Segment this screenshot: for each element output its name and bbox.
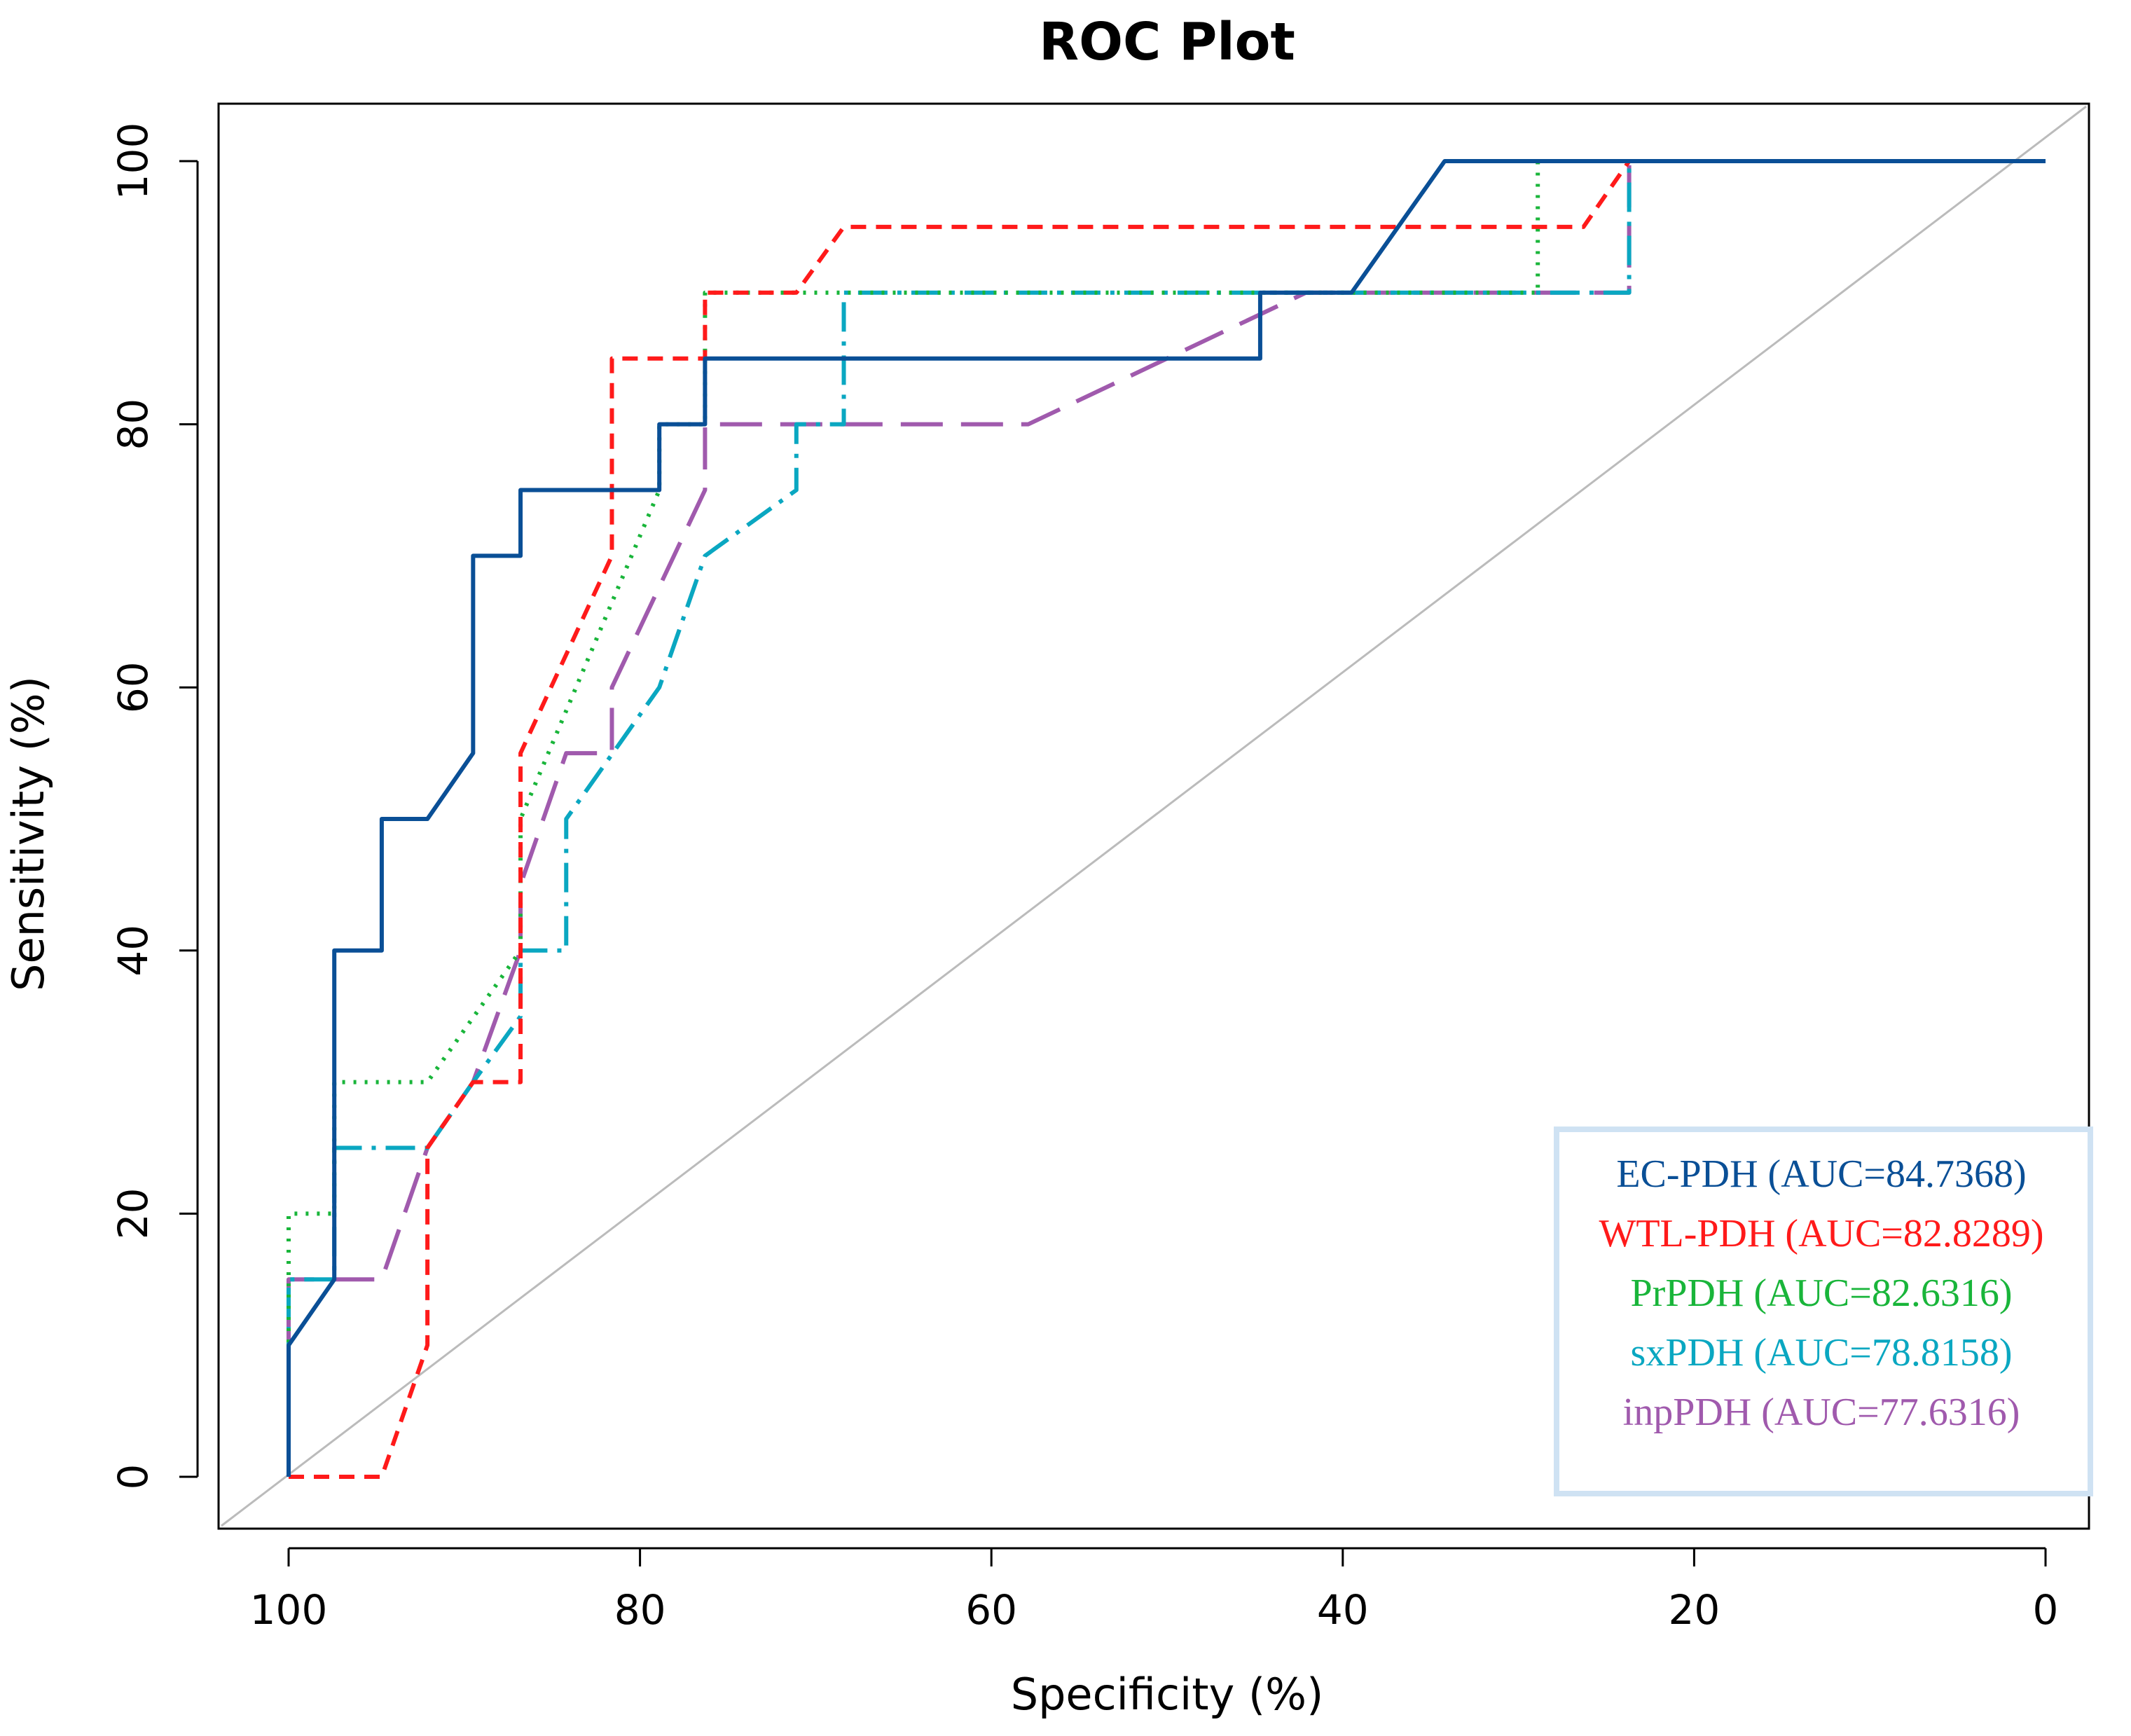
- x-axis-label: Specificity (%): [1011, 1669, 1324, 1720]
- legend: EC-PDH (AUC=84.7368) WTL-PDH (AUC=82.8289…: [1554, 1127, 2093, 1496]
- series-line-prpdh: [287, 159, 2046, 1477]
- y-tick-label: 40: [109, 925, 157, 977]
- x-tick-label: 60: [965, 1586, 1017, 1634]
- y-tick-label: 60: [109, 661, 157, 713]
- y-tick-label: 20: [109, 1187, 157, 1239]
- legend-entry-ec-pdh: EC-PDH (AUC=84.7368): [1616, 1152, 2026, 1196]
- x-tick-label: 0: [2033, 1586, 2059, 1634]
- legend-entry-inppdh: inpPDH (AUC=77.6316): [1623, 1391, 2020, 1434]
- x-tick-label: 80: [614, 1586, 666, 1634]
- series-layer: [287, 159, 2046, 1479]
- plot-frame: [217, 102, 2090, 1530]
- legend-box: [1554, 1127, 2093, 1496]
- x-tick-label: 100: [250, 1586, 328, 1634]
- x-axis: 100 80 60 40 20 0: [250, 1547, 2059, 1634]
- series-line-ec-pdh: [287, 159, 2046, 1477]
- chart-title: ROC Plot: [1039, 12, 1295, 72]
- legend-entry-sxpdh: sxPDH (AUC=78.8158): [1631, 1331, 2013, 1375]
- chance-diagonal-line: [221, 105, 2087, 1527]
- x-tick-label: 40: [1317, 1586, 1369, 1634]
- x-tick-label: 20: [1668, 1586, 1720, 1634]
- y-axis: 0 20 40 60 80 100: [109, 123, 199, 1490]
- y-tick-label: 100: [109, 123, 157, 200]
- legend-entry-wtl-pdh: WTL-PDH (AUC=82.8289): [1599, 1212, 2043, 1255]
- y-tick-label: 80: [109, 399, 157, 450]
- y-axis-label: Sensitivity (%): [3, 676, 54, 991]
- series-line-wtl-pdh: [289, 159, 2046, 1479]
- y-tick-label: 0: [109, 1464, 157, 1490]
- legend-entry-prpdh: PrPDH (AUC=82.6316): [1631, 1272, 2013, 1315]
